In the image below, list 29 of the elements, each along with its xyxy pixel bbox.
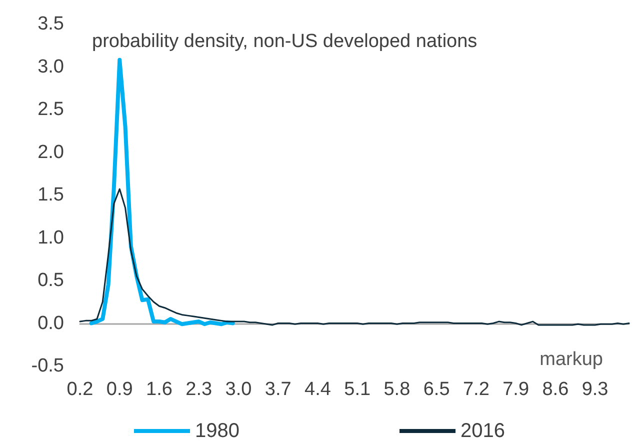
y-tick-label: 0.0 xyxy=(38,312,64,334)
x-tick-label: 1.6 xyxy=(146,379,172,400)
x-tick-label: 5.1 xyxy=(344,379,371,400)
x-tick-label: 9.3 xyxy=(582,379,608,400)
y-tick-label: 3.0 xyxy=(38,56,64,78)
y-tick-label: -0.5 xyxy=(31,356,64,376)
x-tick-label: 3.7 xyxy=(264,379,292,400)
legend-label: 1980 xyxy=(195,420,240,442)
x-tick-label: 5.8 xyxy=(384,379,410,400)
y-tick-label: 2.0 xyxy=(38,142,64,163)
y-tick-label: 1.0 xyxy=(38,227,64,248)
x-tick-label: 0.2 xyxy=(66,379,94,400)
x-tick-label: 4.4 xyxy=(304,379,332,400)
y-tick-label: 3.5 xyxy=(38,14,64,34)
x-tick-label: 8.6 xyxy=(542,379,569,400)
line-series xyxy=(79,188,630,326)
y-tick-label: 0.5 xyxy=(38,270,64,291)
y-tick-label: 2.5 xyxy=(38,99,64,120)
y-axis-title: probability density, non-US developed nations xyxy=(92,31,478,52)
x-tick-label: 3.0 xyxy=(225,379,252,400)
x-tick-label: 7.9 xyxy=(502,379,530,400)
x-tick-label: 2.3 xyxy=(186,379,212,400)
line-series xyxy=(89,58,235,326)
x-axis-title: markup xyxy=(540,349,604,370)
x-tick-label: 6.5 xyxy=(423,379,450,400)
legend-label: 2016 xyxy=(460,420,505,442)
x-tick-label: 7.2 xyxy=(462,379,490,400)
x-tick-label: 0.9 xyxy=(106,379,133,400)
y-tick-label: 1.5 xyxy=(38,184,64,206)
